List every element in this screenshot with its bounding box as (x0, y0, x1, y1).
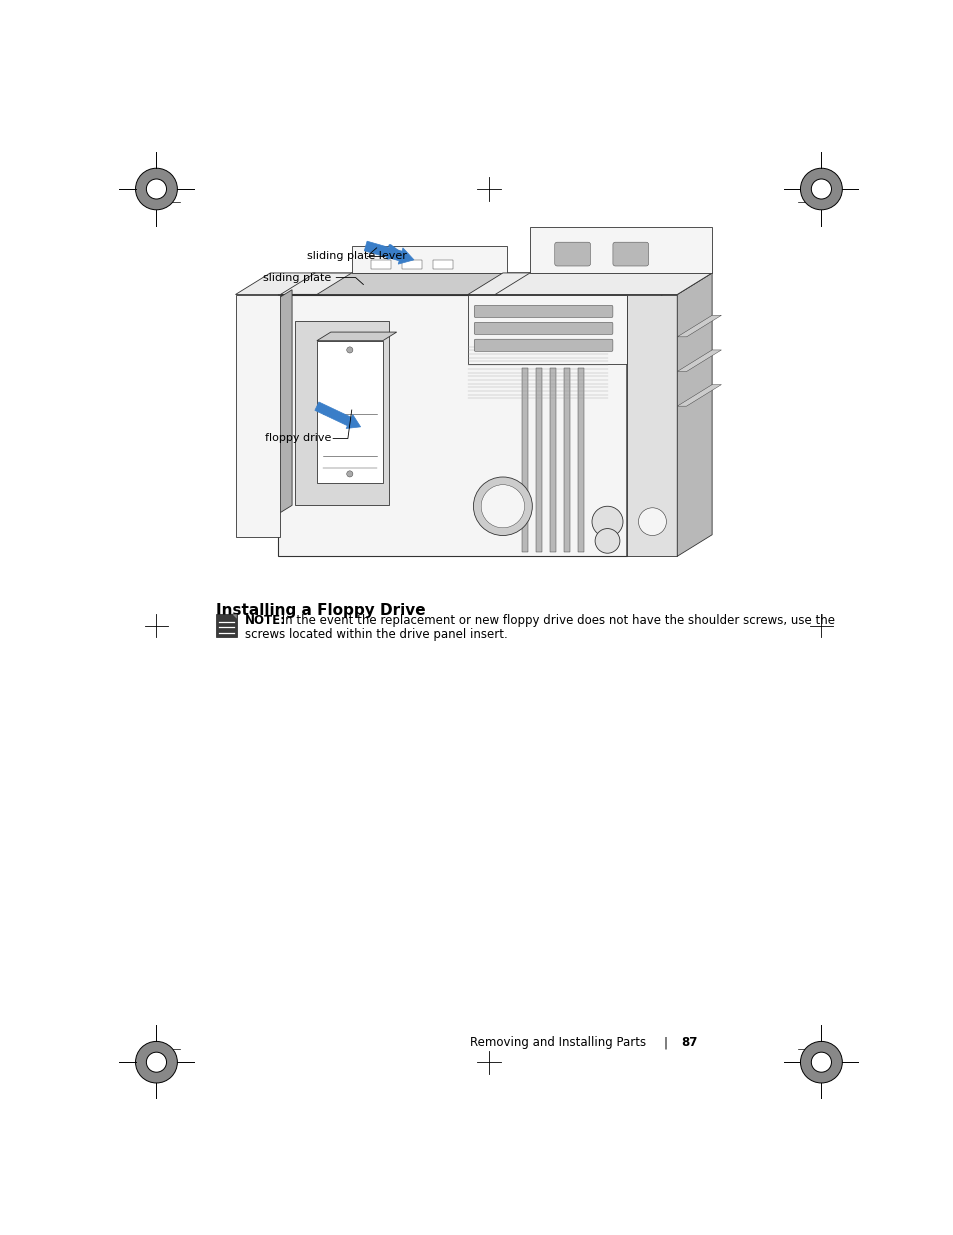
Text: NOTE:: NOTE: (245, 614, 286, 627)
Circle shape (800, 1041, 841, 1083)
Text: Installing a Floppy Drive: Installing a Floppy Drive (216, 603, 425, 618)
Circle shape (346, 347, 353, 353)
Polygon shape (278, 294, 626, 556)
Circle shape (480, 484, 524, 527)
Polygon shape (578, 368, 583, 552)
Polygon shape (316, 332, 396, 341)
Circle shape (810, 1052, 831, 1072)
Polygon shape (468, 294, 626, 364)
Circle shape (473, 477, 532, 536)
FancyBboxPatch shape (612, 242, 648, 266)
Text: sliding plate lever: sliding plate lever (307, 251, 406, 261)
Polygon shape (530, 227, 711, 273)
Circle shape (135, 168, 177, 210)
Polygon shape (232, 614, 236, 620)
Polygon shape (468, 273, 661, 294)
Polygon shape (677, 315, 720, 337)
Polygon shape (294, 321, 389, 505)
Polygon shape (677, 350, 720, 372)
Circle shape (810, 179, 831, 199)
Polygon shape (677, 273, 711, 556)
Circle shape (146, 1052, 167, 1072)
FancyBboxPatch shape (555, 242, 590, 266)
Text: sliding plate: sliding plate (262, 273, 331, 283)
Polygon shape (563, 368, 570, 552)
FancyArrow shape (364, 241, 414, 264)
Polygon shape (235, 273, 315, 294)
Polygon shape (626, 273, 661, 556)
Text: floppy drive: floppy drive (265, 433, 331, 443)
Polygon shape (352, 246, 506, 273)
FancyArrow shape (314, 401, 360, 429)
Text: Removing and Installing Parts: Removing and Installing Parts (470, 1036, 645, 1049)
Polygon shape (316, 341, 382, 483)
Polygon shape (626, 273, 711, 294)
Bar (216, 614, 236, 637)
Bar (433, 259, 452, 269)
Polygon shape (278, 273, 661, 294)
Text: screws located within the drive panel insert.: screws located within the drive panel in… (245, 627, 507, 641)
FancyBboxPatch shape (474, 322, 612, 335)
Circle shape (592, 506, 622, 537)
Polygon shape (495, 273, 711, 294)
Bar (402, 259, 421, 269)
Polygon shape (550, 368, 556, 552)
Polygon shape (677, 384, 720, 406)
Polygon shape (536, 368, 542, 552)
Polygon shape (235, 294, 280, 537)
Polygon shape (316, 273, 506, 294)
Circle shape (346, 471, 353, 477)
FancyBboxPatch shape (474, 305, 612, 317)
Polygon shape (278, 290, 292, 514)
Circle shape (595, 529, 619, 553)
Circle shape (800, 168, 841, 210)
Polygon shape (626, 294, 677, 556)
Bar (371, 259, 390, 269)
Text: In the event the replacement or new floppy drive does not have the shoulder scre: In the event the replacement or new flop… (278, 614, 834, 627)
Polygon shape (521, 368, 528, 552)
Circle shape (146, 179, 167, 199)
Text: |: | (663, 1036, 667, 1049)
FancyBboxPatch shape (474, 340, 612, 352)
Circle shape (638, 508, 666, 536)
Text: 87: 87 (680, 1036, 697, 1049)
Circle shape (135, 1041, 177, 1083)
